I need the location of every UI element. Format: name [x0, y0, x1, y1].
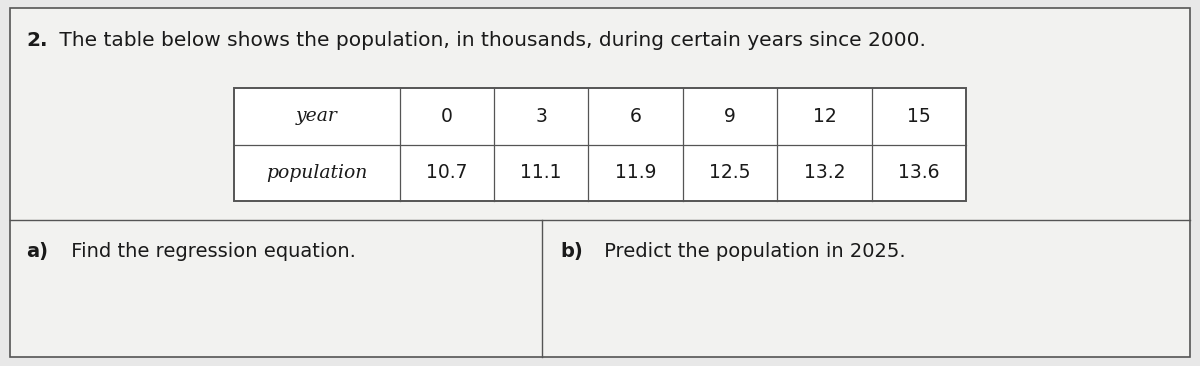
Text: 13.2: 13.2 — [804, 164, 845, 182]
Text: The table below shows the population, in thousands, during certain years since 2: The table below shows the population, in… — [53, 31, 925, 50]
Text: 11.9: 11.9 — [614, 164, 656, 182]
Text: 10.7: 10.7 — [426, 164, 468, 182]
Text: year: year — [296, 107, 337, 125]
Text: Find the regression equation.: Find the regression equation. — [65, 242, 355, 261]
Text: 12.5: 12.5 — [709, 164, 751, 182]
Text: 12: 12 — [812, 107, 836, 126]
Text: population: population — [266, 164, 367, 182]
Text: 9: 9 — [724, 107, 736, 126]
Text: 2.: 2. — [26, 31, 48, 50]
Text: a): a) — [26, 242, 48, 261]
Text: 0: 0 — [440, 107, 452, 126]
Text: 13.6: 13.6 — [898, 164, 940, 182]
Bar — [234, 88, 966, 201]
Text: 6: 6 — [630, 107, 642, 126]
Text: 3: 3 — [535, 107, 547, 126]
Text: Predict the population in 2025.: Predict the population in 2025. — [598, 242, 905, 261]
Text: 11.1: 11.1 — [521, 164, 562, 182]
Text: b): b) — [560, 242, 583, 261]
Text: 15: 15 — [907, 107, 931, 126]
Bar — [234, 88, 966, 201]
